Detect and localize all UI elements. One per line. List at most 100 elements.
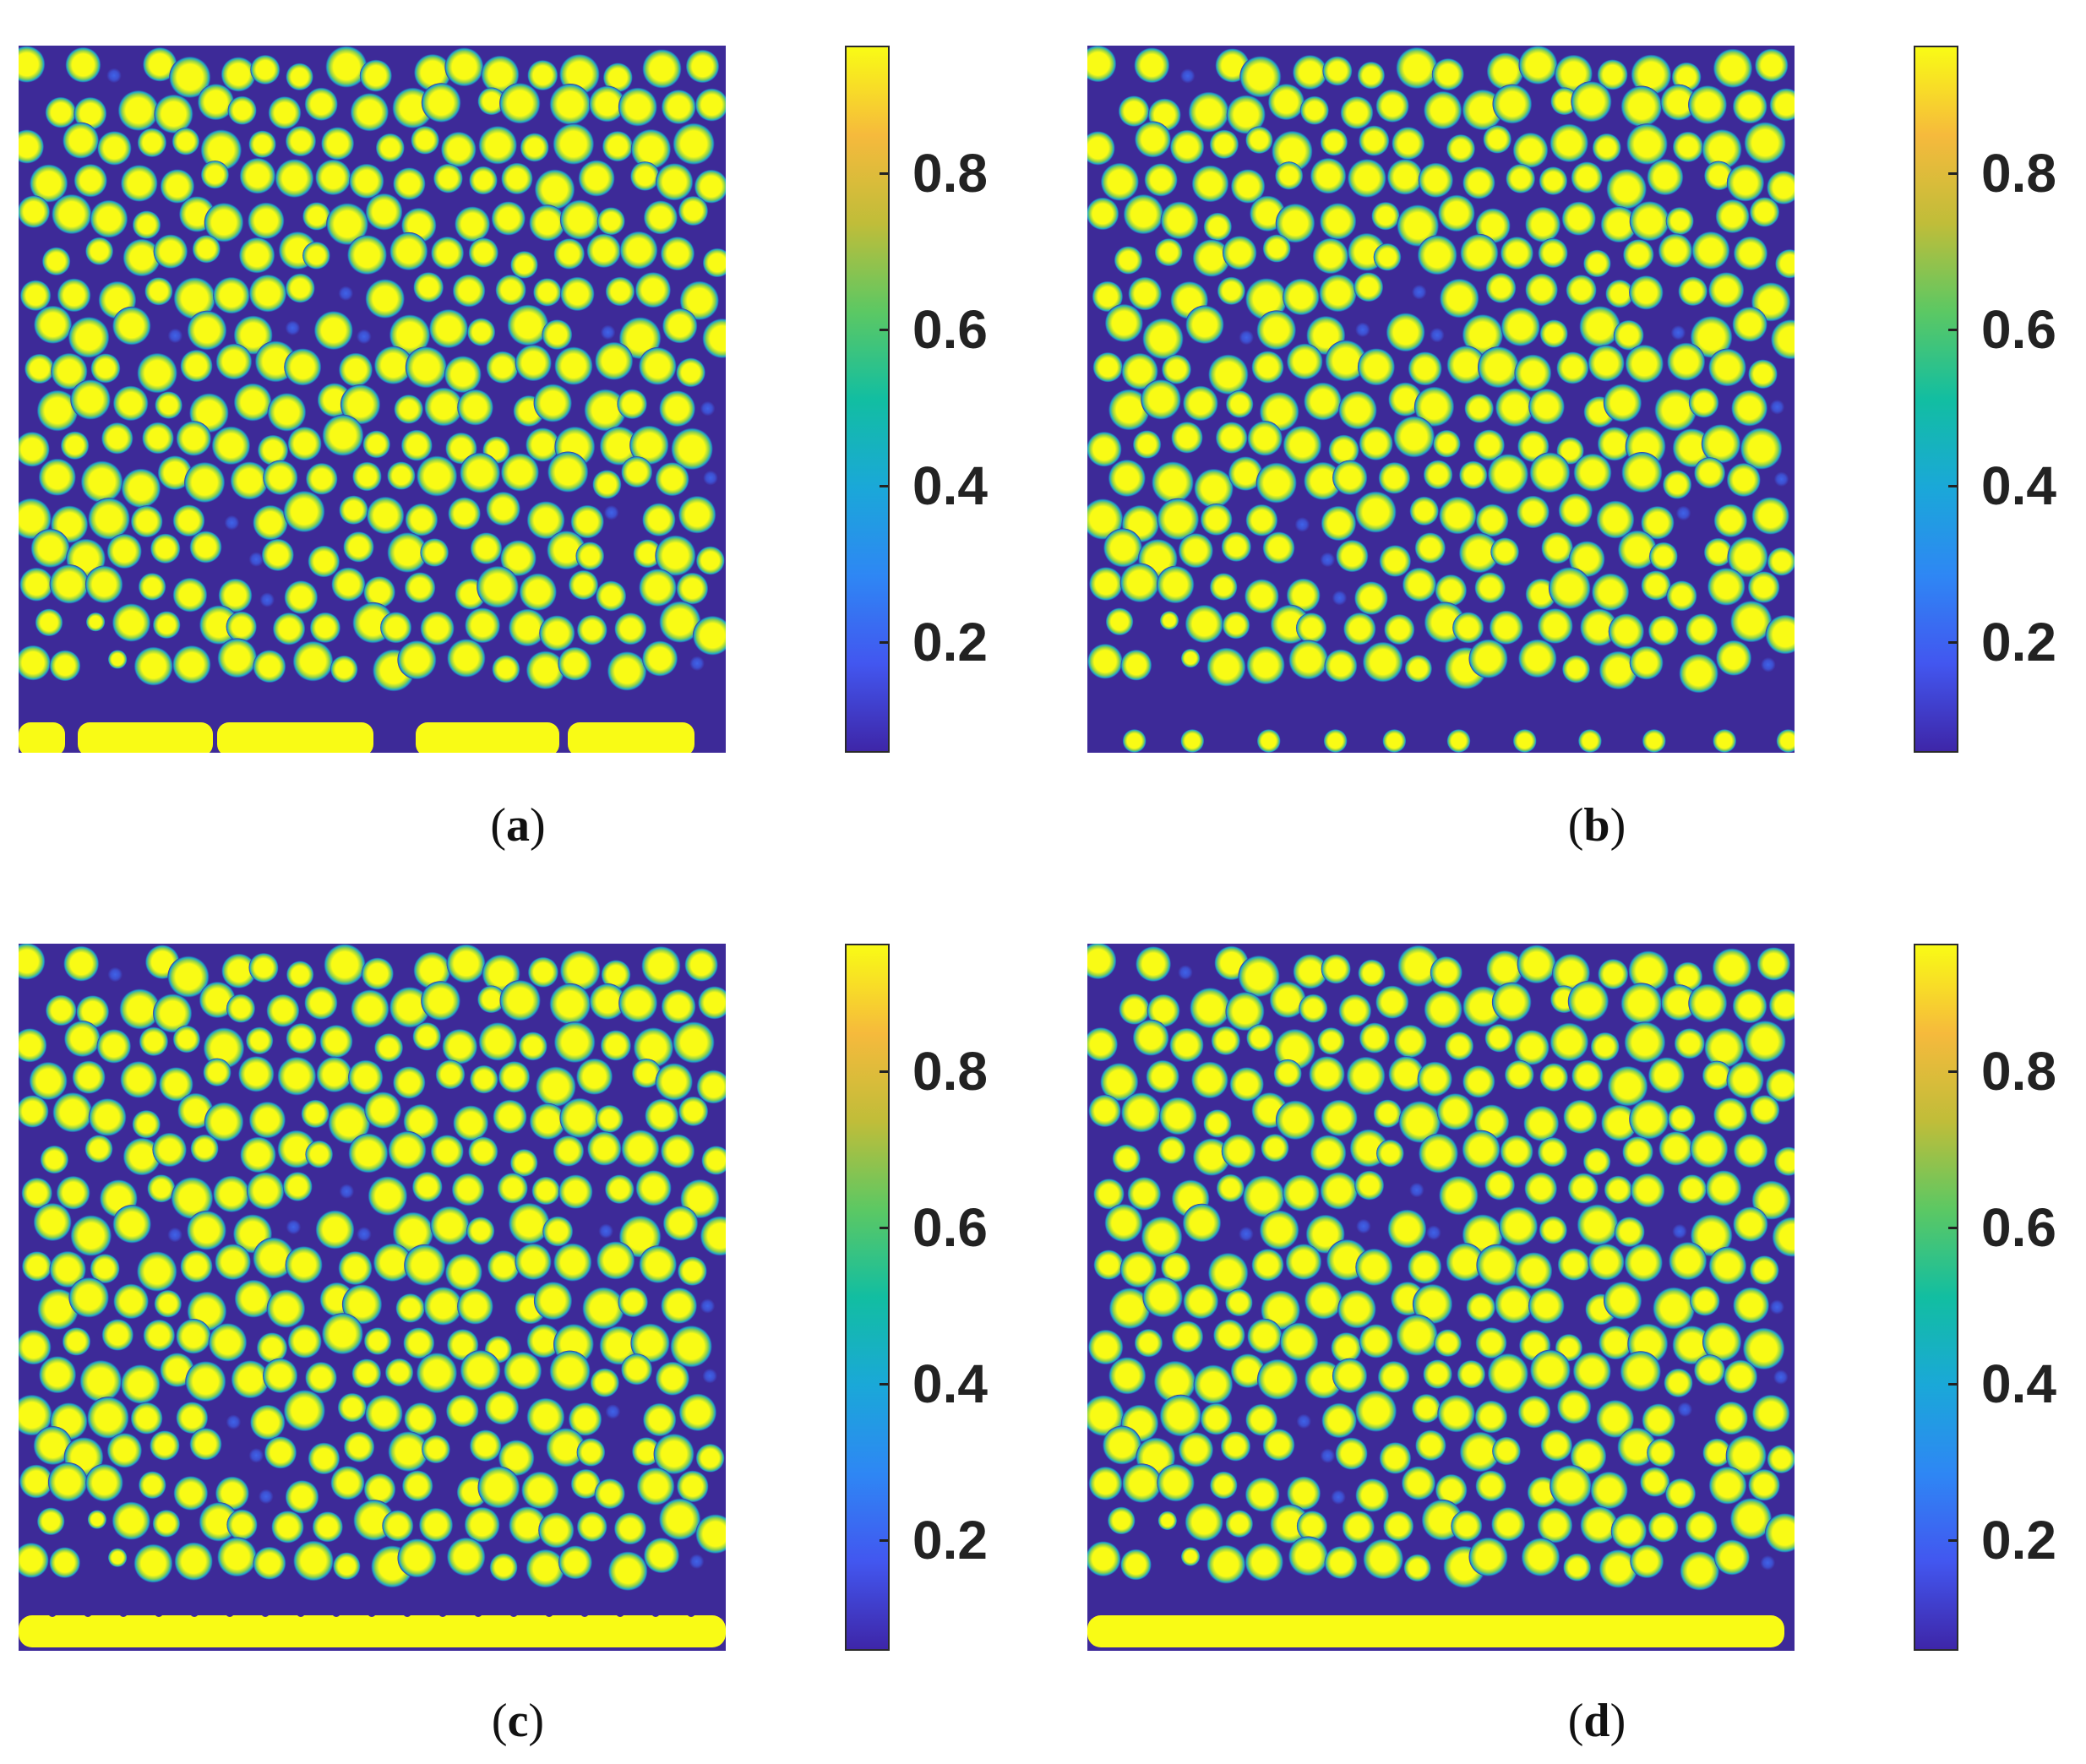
- droplet: [1459, 1431, 1501, 1473]
- droplet: [227, 95, 257, 125]
- droplet: [558, 646, 592, 681]
- droplet: [121, 468, 161, 509]
- droplet: [393, 1066, 426, 1099]
- droplet: [559, 1097, 600, 1138]
- droplet: [233, 383, 272, 422]
- droplet: [283, 1390, 325, 1432]
- faint-droplet: [703, 470, 718, 486]
- droplet: [508, 1202, 550, 1244]
- droplet: [1771, 319, 1795, 360]
- droplet: [21, 1251, 52, 1282]
- droplet: [1402, 567, 1437, 602]
- droplet: [33, 1202, 72, 1242]
- droplet: [444, 47, 484, 87]
- droplet: [324, 944, 366, 986]
- bottom-band: [1087, 1615, 1784, 1647]
- droplet: [1191, 165, 1229, 203]
- droplet: [1622, 1136, 1653, 1168]
- droplet: [1767, 171, 1795, 204]
- droplet: [1680, 1551, 1719, 1591]
- droplet: [1528, 1288, 1565, 1324]
- droplet: [630, 128, 672, 170]
- droplet: [250, 1404, 286, 1440]
- droplet: [1379, 545, 1412, 577]
- droplet: [1396, 46, 1438, 90]
- droplet: [460, 452, 501, 493]
- droplet: [1583, 249, 1611, 278]
- droplet: [1120, 649, 1152, 681]
- droplet: [404, 1402, 437, 1435]
- droplet: [1325, 340, 1367, 382]
- droplet: [1573, 453, 1612, 492]
- droplet: [1354, 491, 1397, 533]
- droplet: [695, 546, 725, 575]
- droplet: [701, 1146, 726, 1175]
- droplet: [1337, 1289, 1376, 1329]
- droplet: [308, 545, 340, 578]
- droplet: [1552, 954, 1591, 992]
- droplet: [1225, 992, 1265, 1032]
- droplet: [1274, 1028, 1315, 1070]
- droplet: [1417, 235, 1457, 275]
- droplet: [321, 1313, 363, 1355]
- droplet: [478, 126, 517, 165]
- droplet: [263, 460, 298, 496]
- droplet: [1230, 1353, 1266, 1388]
- droplet: [63, 945, 100, 982]
- droplet: [1222, 611, 1250, 640]
- colorbar-tick-mark: [880, 1070, 888, 1074]
- droplet: [1257, 1358, 1299, 1400]
- caption-d: (d): [1567, 1695, 1626, 1747]
- droplet: [285, 1246, 323, 1284]
- droplet: [245, 1026, 274, 1055]
- droplet: [1373, 1099, 1402, 1128]
- droplet: [1731, 389, 1768, 427]
- droplet: [694, 169, 726, 204]
- droplet: [493, 1099, 527, 1134]
- droplet: [84, 565, 123, 604]
- droplet: [596, 580, 627, 612]
- faint-droplet: [285, 320, 301, 336]
- droplet: [1690, 1130, 1729, 1168]
- droplet: [489, 1553, 518, 1582]
- droplet: [153, 994, 193, 1033]
- droplet: [1396, 1314, 1438, 1356]
- droplet: [526, 427, 560, 462]
- droplet: [19, 944, 46, 980]
- droplet: [1475, 1327, 1507, 1359]
- bottom-band: [19, 1615, 726, 1647]
- phase-field-svg: [1087, 46, 1795, 753]
- droplet: [1539, 319, 1568, 348]
- droplet: [639, 569, 677, 607]
- droplet: [1630, 1173, 1665, 1208]
- droplet: [685, 49, 720, 84]
- droplet: [411, 126, 439, 155]
- droplet: [1120, 1549, 1152, 1581]
- droplet: [203, 1027, 245, 1069]
- droplet: [1105, 607, 1134, 636]
- droplet: [1499, 1206, 1539, 1246]
- droplet: [446, 1537, 486, 1576]
- droplet: [88, 1098, 127, 1136]
- droplet: [629, 425, 669, 466]
- droplet: [217, 1537, 257, 1577]
- droplet: [1517, 945, 1556, 984]
- droplet: [469, 1064, 498, 1094]
- droplet: [1704, 1027, 1745, 1068]
- droplet: [176, 1402, 209, 1435]
- colorbar-tick-label: 0.2: [912, 612, 988, 673]
- droplet: [1272, 130, 1313, 172]
- droplet: [1136, 946, 1172, 983]
- droplet: [1398, 1101, 1441, 1143]
- droplet: [365, 193, 403, 231]
- droplet: [413, 951, 451, 989]
- droplet: [1243, 1175, 1285, 1217]
- droplet: [1529, 452, 1571, 493]
- droplet: [1245, 1477, 1280, 1512]
- droplet: [1492, 84, 1533, 124]
- droplet: [1424, 990, 1462, 1029]
- droplet: [1440, 278, 1479, 318]
- band-notch: [687, 1609, 695, 1617]
- droplet: [1087, 1329, 1124, 1365]
- droplet: [286, 961, 314, 988]
